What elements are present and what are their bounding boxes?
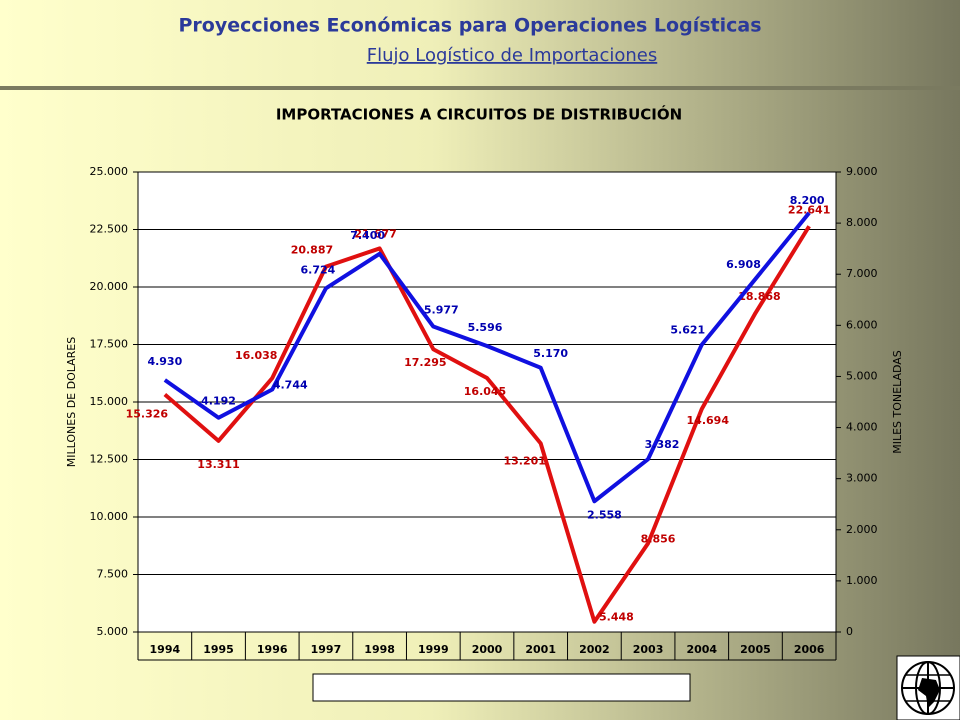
logo xyxy=(896,655,960,720)
y2-tick-label: 7.000 xyxy=(846,267,878,280)
y2-tick-label: 2.000 xyxy=(846,523,878,536)
data-label: 4.192 xyxy=(201,395,236,408)
data-label: 5.621 xyxy=(670,324,705,337)
y-axis-label: MILLONES DE DOLARES xyxy=(65,337,78,467)
x-tick-label: 2004 xyxy=(686,643,717,656)
data-label: 18.868 xyxy=(738,290,780,303)
y2-tick-label: 1.000 xyxy=(846,574,878,587)
y2-axis-label: MILES TONELADAS xyxy=(891,350,904,454)
series-line xyxy=(163,211,811,504)
y-tick-label: 10.000 xyxy=(90,510,129,523)
y2-tick-label: 0 xyxy=(846,625,853,638)
x-tick-label: 1997 xyxy=(311,643,342,656)
data-label: 5.448 xyxy=(599,611,634,624)
data-label: 13.311 xyxy=(197,458,239,471)
data-label: 6.908 xyxy=(726,258,761,271)
data-label: 21.677 xyxy=(354,227,396,240)
data-label: 8.856 xyxy=(641,532,676,545)
data-label: 22.641 xyxy=(788,203,830,216)
x-tick-label: 2000 xyxy=(472,643,503,656)
data-label: 16.038 xyxy=(235,349,277,362)
data-label: 5.977 xyxy=(424,304,459,317)
y2-tick-label: 3.000 xyxy=(846,472,878,485)
x-tick-label: 2002 xyxy=(579,643,610,656)
data-label: 5.170 xyxy=(533,347,568,360)
header-rule xyxy=(0,86,960,90)
x-tick-label: 1999 xyxy=(418,643,449,656)
y-tick-label: 22.500 xyxy=(90,223,129,236)
data-label: 15.326 xyxy=(126,408,169,421)
y-tick-label: 7.500 xyxy=(97,568,129,581)
x-tick-label: 1995 xyxy=(203,643,234,656)
data-label: 20.887 xyxy=(291,244,333,257)
x-tick-label: 1994 xyxy=(150,643,181,656)
slide-subtitle: Flujo Logístico de Importaciones xyxy=(367,45,657,66)
data-label: 5.596 xyxy=(468,321,503,334)
y2-tick-label: 9.000 xyxy=(846,165,878,178)
legend xyxy=(312,673,691,702)
data-label: 6.724 xyxy=(301,263,336,276)
data-label: 14.694 xyxy=(687,414,730,427)
y-tick-label: 12.500 xyxy=(90,453,129,466)
y-tick-label: 17.500 xyxy=(90,338,129,351)
data-label: 2.558 xyxy=(587,508,622,521)
x-tick-label: 2006 xyxy=(794,643,825,656)
data-label: 16.045 xyxy=(464,385,506,398)
x-tick-label: 1996 xyxy=(257,643,288,656)
data-label: 3.382 xyxy=(645,438,680,451)
y-tick-label: 20.000 xyxy=(90,280,129,293)
chart-title: IMPORTACIONES A CIRCUITOS DE DISTRIBUCIÓ… xyxy=(276,105,682,124)
y-tick-label: 25.000 xyxy=(90,165,129,178)
y2-tick-label: 6.000 xyxy=(846,318,878,331)
x-tick-label: 2005 xyxy=(740,643,771,656)
x-tick-label: 2001 xyxy=(525,643,556,656)
data-label: 17.295 xyxy=(404,356,446,369)
x-tick-label: 1998 xyxy=(364,643,395,656)
series-line xyxy=(163,225,811,624)
y2-tick-label: 8.000 xyxy=(846,216,878,229)
data-label: 7.400 xyxy=(350,229,385,242)
data-label: 4.744 xyxy=(273,379,308,392)
data-label: 8.200 xyxy=(790,194,825,207)
y2-tick-label: 5.000 xyxy=(846,369,878,382)
chart: 5.000 7.500 10.000 12.500 15.000 17.500 20.000… xyxy=(90,165,878,697)
y-tick-label: 15.000 xyxy=(90,395,129,408)
data-label: 13.201 xyxy=(503,454,545,467)
y-tick-label: 5.000 xyxy=(97,625,129,638)
x-tick-label: 2003 xyxy=(633,643,664,656)
y2-tick-label: 4.000 xyxy=(846,421,878,434)
slide-title: Proyecciones Económicas para Operaciones… xyxy=(178,15,761,37)
data-label: 4.930 xyxy=(147,355,182,368)
